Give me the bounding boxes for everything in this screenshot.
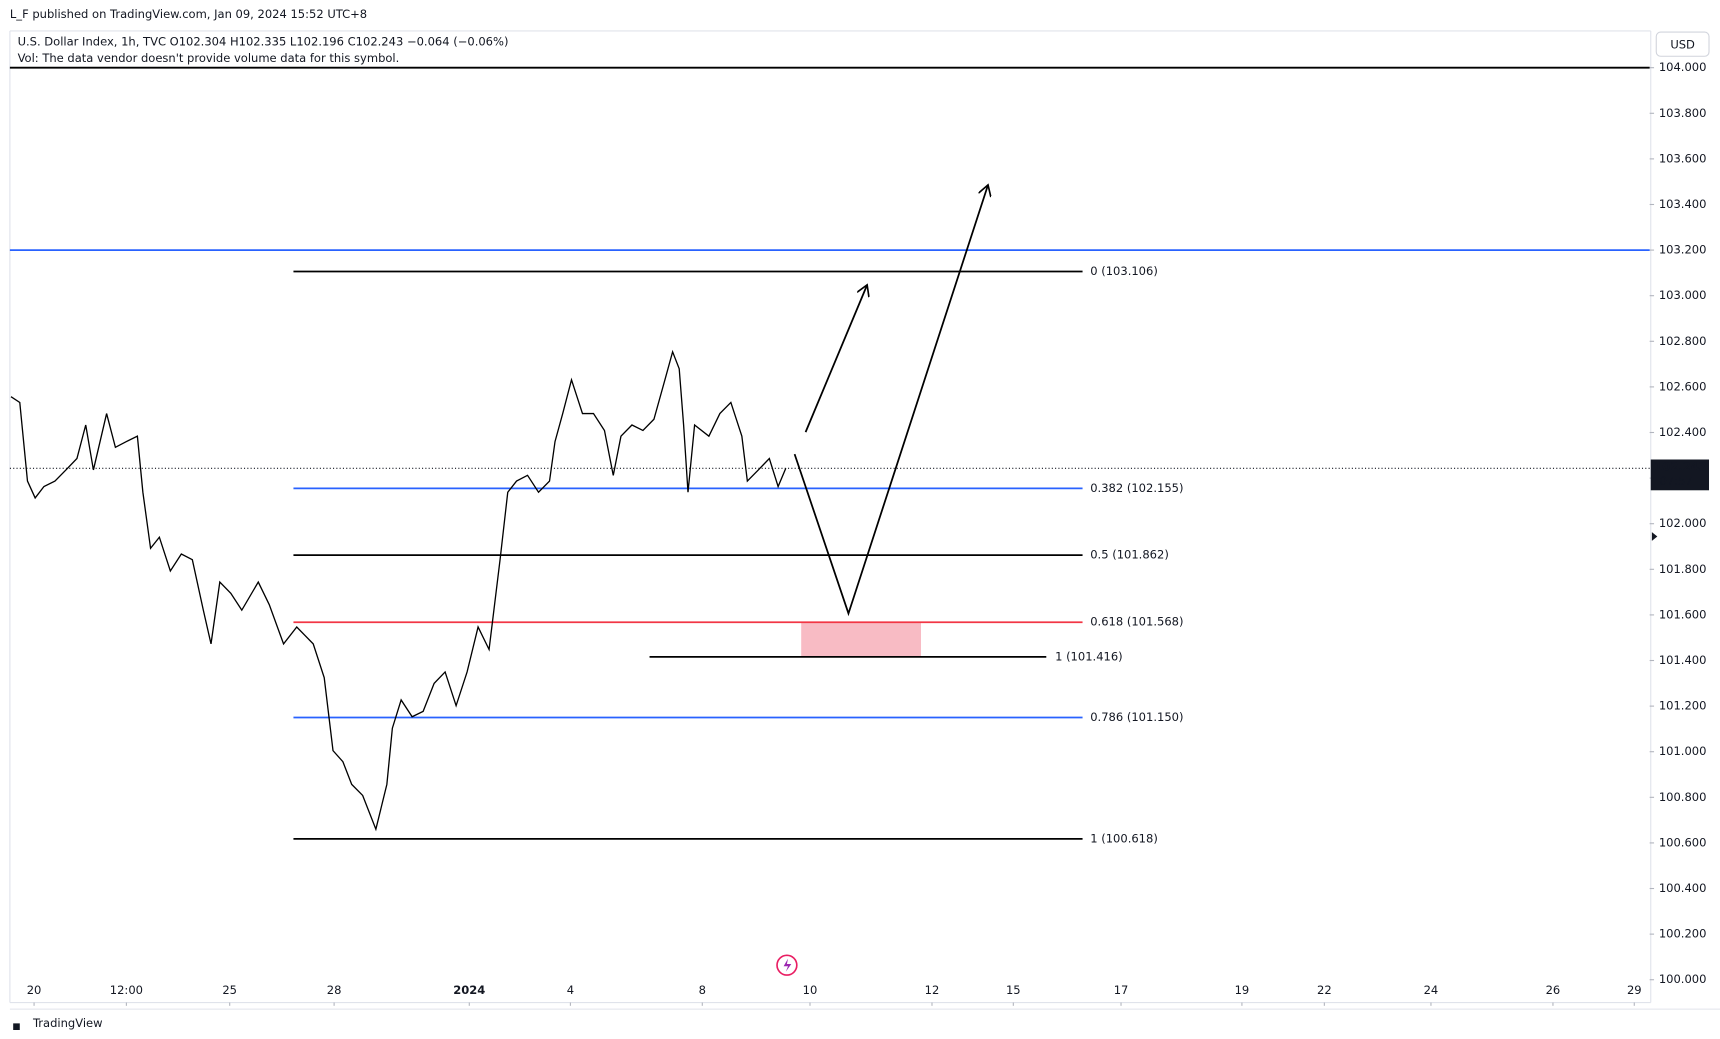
x-tick-label: 25 [222, 983, 237, 997]
y-tick-label: 100.200 [1659, 927, 1707, 941]
countdown-label: 07:57 [1659, 474, 1692, 488]
y-tick-label: 101.800 [1659, 562, 1707, 576]
last-price-label: 102.243 [1654, 460, 1706, 474]
y-tick-label: 102.000 [1659, 516, 1707, 530]
x-tick-label: 15 [1006, 983, 1021, 997]
x-tick-label: 28 [327, 983, 342, 997]
y-tick-label: 102.400 [1659, 425, 1707, 439]
last-price-badge [1650, 459, 1710, 491]
x-tick-label: 17 [1114, 983, 1129, 997]
x-tick-label: 4 [567, 983, 574, 997]
scroll-marker[interactable] [1651, 532, 1658, 541]
x-tick-label: 22 [1317, 983, 1332, 997]
currency-button[interactable] [1655, 31, 1710, 57]
x-tick-label: 20 [27, 983, 42, 997]
y-tick-label: 103.800 [1659, 106, 1707, 120]
arrow-big [793, 185, 988, 617]
fib-label: 0.618 (101.568) [1090, 615, 1183, 629]
symbol-legend: U.S. Dollar Index, 1h, TVC O102.304 H102… [18, 34, 509, 48]
snap-icon[interactable] [776, 954, 798, 976]
x-tick-label: 2024 [453, 983, 485, 997]
x-tick-label: 29 [1627, 983, 1642, 997]
brand: TradingView [32, 1016, 103, 1030]
x-tick-label: 12:00 [110, 983, 143, 997]
y-tick-label: 101.200 [1659, 699, 1707, 713]
snap-ring [776, 954, 798, 976]
price-line [10, 349, 787, 832]
currency-label: USD [1670, 38, 1695, 52]
fib-label: 0.382 (102.155) [1090, 481, 1183, 495]
volume-note: Vol: The data vendor doesn't provide vol… [18, 51, 400, 65]
y-tick-label: 101.600 [1659, 607, 1707, 621]
y-tick-label: 104.000 [1659, 60, 1707, 74]
y-tick-label: 103.400 [1659, 197, 1707, 211]
x-tick-label: 19 [1235, 983, 1250, 997]
annotations [793, 185, 988, 617]
target-zone [801, 622, 921, 657]
y-tick-label: 100.600 [1659, 835, 1707, 849]
y-tick-label: 101.000 [1659, 744, 1707, 758]
y-tick-label: 103.600 [1659, 151, 1707, 165]
y-tick-label: 100.400 [1659, 881, 1707, 895]
y-tick-label: 102.800 [1659, 334, 1707, 348]
x-tick-label: 24 [1424, 983, 1439, 997]
x-tick-label: 8 [699, 983, 706, 997]
fib-label: 1 (100.618) [1090, 831, 1158, 845]
snap-bolt [783, 958, 792, 972]
fib-label: 0.5 (101.862) [1090, 548, 1169, 562]
x-tick-label: 10 [803, 983, 818, 997]
fib-label: 0 (103.106) [1090, 264, 1158, 278]
fib-label: 0.786 (101.150) [1090, 710, 1183, 724]
y-tick-label: 100.000 [1659, 972, 1707, 986]
fib-extension-label: 1 (101.416) [1055, 649, 1123, 663]
tv-logo [13, 1023, 20, 1031]
published-line: L_F published on TradingView.com, Jan 09… [10, 7, 367, 21]
y-tick-label: 103.200 [1659, 243, 1707, 257]
y-tick-label: 100.800 [1659, 790, 1707, 804]
y-tick-label: 103.000 [1659, 288, 1707, 302]
y-tick-label: 101.400 [1659, 653, 1707, 667]
y-tick-label: 102.600 [1659, 379, 1707, 393]
arrow-small [804, 285, 868, 433]
x-tick-label: 26 [1546, 983, 1561, 997]
x-tick-label: 12 [925, 983, 940, 997]
